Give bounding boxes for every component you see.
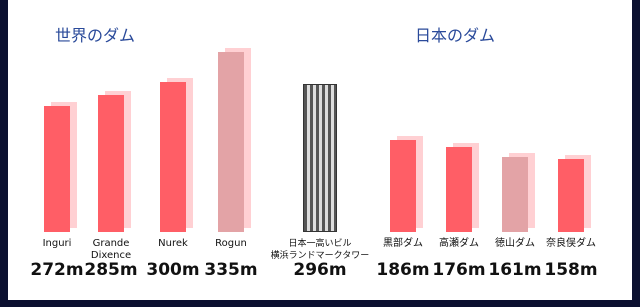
bar	[502, 157, 528, 232]
bar	[558, 159, 584, 232]
bar	[446, 147, 472, 232]
chart-title: 世界のダム	[55, 22, 135, 46]
bar	[390, 140, 416, 232]
chart-title: 日本のダム	[415, 22, 495, 46]
value-label: 335m	[191, 260, 271, 280]
bar	[160, 82, 186, 232]
bar	[44, 106, 70, 232]
value-label: 296m	[280, 260, 360, 280]
category-label: 奈良俣ダム	[506, 238, 636, 250]
building	[303, 84, 337, 232]
bar	[98, 95, 124, 232]
infographic: 世界のダムInguri272mGrande Dixence285mNurek30…	[0, 0, 640, 307]
value-label: 158m	[531, 260, 611, 280]
bar	[218, 52, 244, 232]
